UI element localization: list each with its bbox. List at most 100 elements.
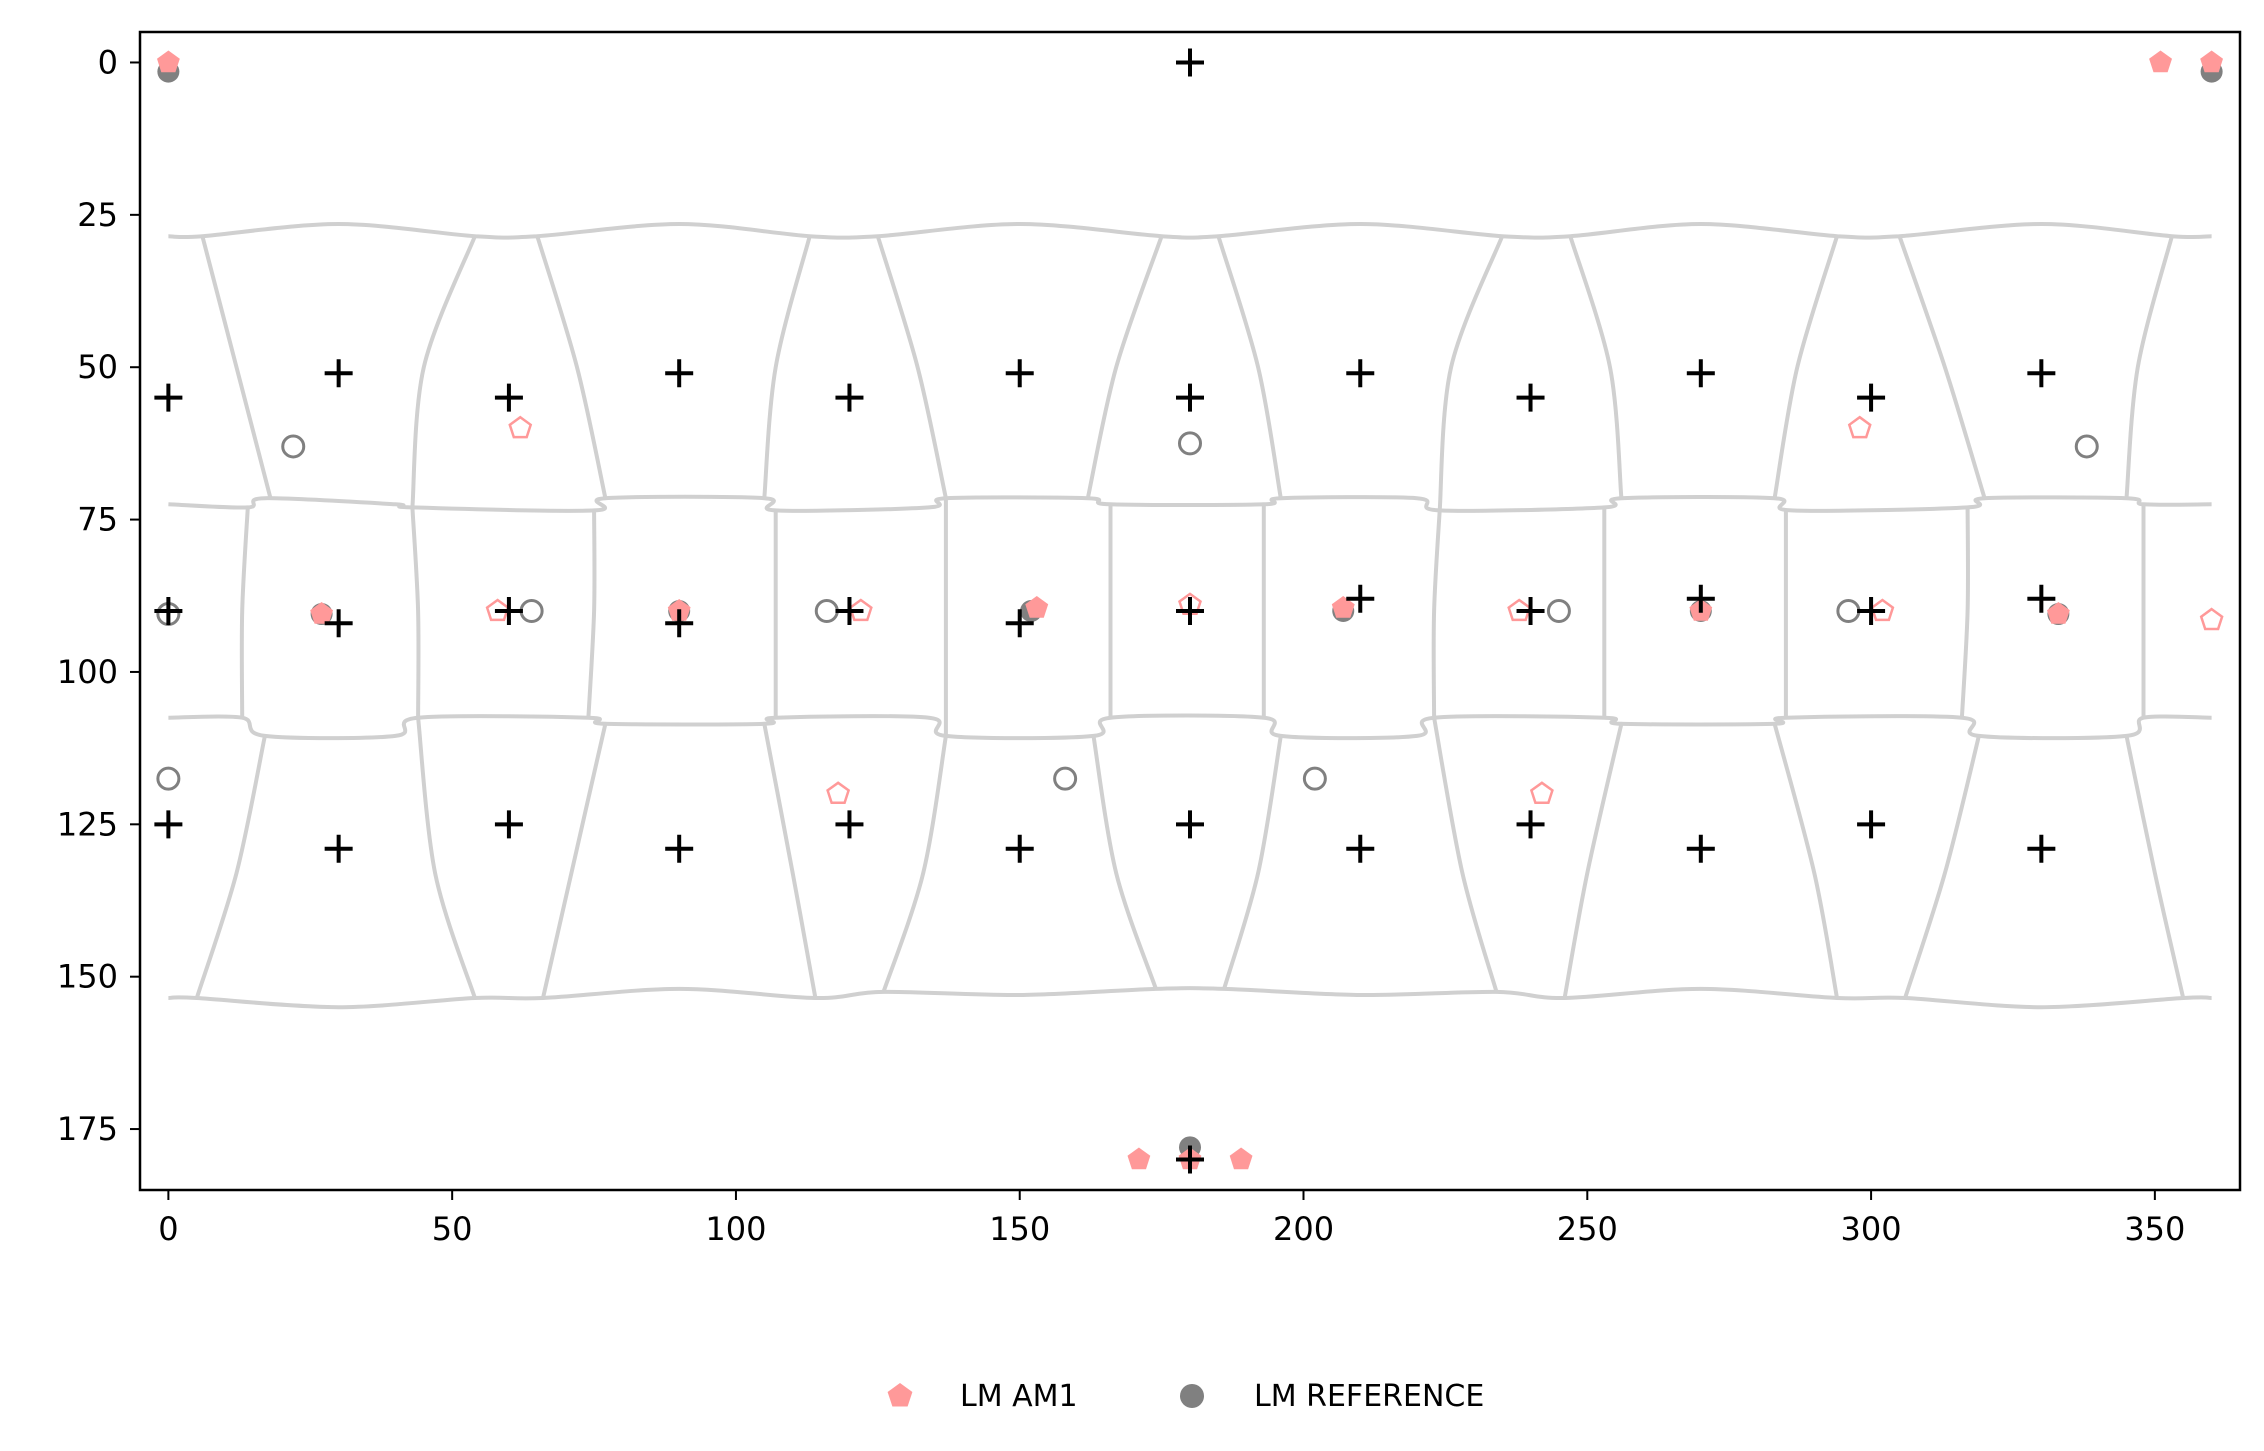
y-tick-label: 150 xyxy=(57,958,118,996)
mesh-line xyxy=(168,494,2212,513)
mesh-line xyxy=(762,235,812,499)
plus-point xyxy=(1686,584,1715,613)
y-tick-label: 0 xyxy=(98,43,118,81)
reference-hollow-point xyxy=(1178,431,1202,456)
am1-hollow-point xyxy=(508,415,533,439)
x-tick-label: 0 xyxy=(158,1210,178,1248)
am1-point xyxy=(1331,596,1355,618)
am1-point xyxy=(1127,1147,1151,1170)
am1-hollow-point xyxy=(1847,415,1872,439)
mesh-line xyxy=(875,235,948,499)
legend-am1-marker xyxy=(887,1383,913,1407)
plus-point xyxy=(1346,359,1375,388)
reference-hollow-point xyxy=(156,766,181,791)
plus-point xyxy=(835,597,864,625)
plus-point xyxy=(1005,609,1034,638)
mesh-layer xyxy=(168,222,2212,1010)
reference-hollow-point xyxy=(281,434,306,459)
mesh-line xyxy=(1091,735,1158,990)
plus-point xyxy=(835,810,864,839)
mesh-line xyxy=(2124,735,2186,999)
mesh-line xyxy=(410,507,421,718)
mesh-line xyxy=(541,723,608,999)
plus-point xyxy=(1857,597,1886,625)
y-tick-label: 25 xyxy=(77,196,118,234)
mesh-line xyxy=(168,222,2212,240)
plus-point xyxy=(494,383,523,412)
mesh-line xyxy=(194,735,267,999)
mesh-line xyxy=(1903,735,1981,999)
plus-point xyxy=(1346,834,1375,863)
am1-hollow-point xyxy=(848,598,873,622)
plus-point xyxy=(1176,810,1204,839)
y-tick-label: 100 xyxy=(57,653,118,691)
legend-reference-label: LM REFERENCE xyxy=(1254,1379,1484,1414)
plus-point xyxy=(1176,383,1204,412)
am1-hollow-point xyxy=(1507,598,1532,622)
y-tick-label: 175 xyxy=(57,1110,118,1148)
points-layer xyxy=(154,48,2224,1174)
plus-point xyxy=(494,810,523,839)
plus-point xyxy=(154,383,183,412)
plus-point xyxy=(1857,810,1886,839)
mesh-line xyxy=(1959,507,1970,718)
plus-point xyxy=(324,834,353,863)
x-axis: 0 50 100 150 200 250 300 350 xyxy=(158,1190,2185,1248)
plus-point xyxy=(1176,48,1204,77)
mesh-line xyxy=(1897,235,1987,499)
mesh-line xyxy=(416,717,477,999)
plus-point xyxy=(1005,834,1034,863)
mesh-line xyxy=(168,713,2212,741)
mesh-line xyxy=(239,507,250,718)
x-tick-label: 150 xyxy=(989,1210,1050,1248)
plus-point xyxy=(2027,834,2056,863)
plus-point xyxy=(1516,597,1545,625)
plus-point xyxy=(665,609,694,638)
x-tick-label: 200 xyxy=(1273,1210,1334,1248)
y-axis: 0 25 50 75 100 125 150 175 xyxy=(57,43,140,1148)
mesh-line xyxy=(168,986,2212,1010)
plus-point xyxy=(2027,359,2056,388)
mesh-line xyxy=(1568,235,1624,499)
mesh-line xyxy=(881,735,948,993)
plus-point xyxy=(324,609,353,638)
plus-point xyxy=(1857,383,1886,412)
y-tick-label: 125 xyxy=(57,805,118,843)
mesh-line xyxy=(1222,735,1283,990)
x-tick-label: 250 xyxy=(1557,1210,1618,1248)
mesh-line xyxy=(2124,235,2174,499)
am1-hollow-point xyxy=(2199,607,2224,631)
mesh-line xyxy=(410,235,477,508)
mesh-line xyxy=(1562,723,1624,999)
plus-point xyxy=(1176,597,1204,625)
x-tick-label: 50 xyxy=(432,1210,473,1248)
plus-point xyxy=(1176,1145,1204,1174)
y-tick-label: 50 xyxy=(77,348,118,386)
mesh-line xyxy=(1085,235,1164,499)
plus-point xyxy=(1516,383,1545,412)
reference-hollow-point xyxy=(1053,766,1078,791)
am1-point xyxy=(1229,1147,1253,1170)
am1-hollow-point xyxy=(826,781,851,804)
am1-point xyxy=(157,50,180,73)
plus-point xyxy=(665,359,694,388)
plus-point xyxy=(324,359,353,388)
am1-hollow-point xyxy=(1529,781,1554,804)
plus-point xyxy=(2027,584,2056,613)
x-tick-label: 100 xyxy=(705,1210,766,1248)
plot-frame xyxy=(138,30,2242,1192)
mesh-line xyxy=(200,235,273,499)
legend: LM AM1 LM REFERENCE xyxy=(887,1379,1484,1414)
x-tick-label: 300 xyxy=(1841,1210,1902,1248)
mesh-line xyxy=(586,510,597,718)
plus-point xyxy=(154,810,183,839)
am1-point xyxy=(2149,50,2172,73)
mesh-line xyxy=(535,235,608,499)
plus-point xyxy=(1516,810,1545,839)
am1-point xyxy=(2200,50,2223,73)
legend-reference-marker xyxy=(1180,1384,1204,1408)
plus-point xyxy=(1346,584,1375,613)
mesh-line xyxy=(1216,235,1283,499)
